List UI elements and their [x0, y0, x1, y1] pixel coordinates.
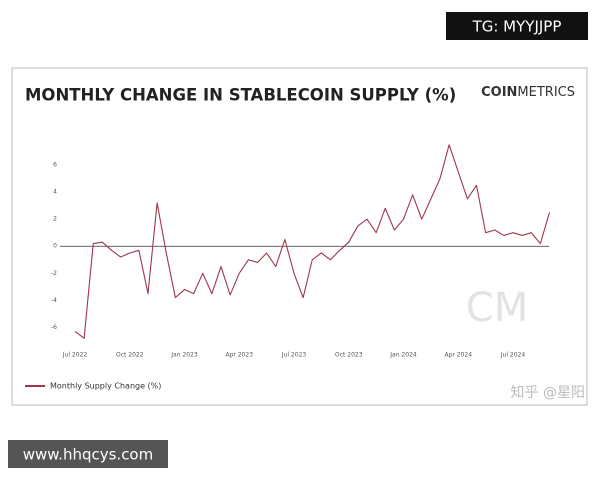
- watermark-corner: 知乎 @星阳: [511, 384, 585, 401]
- x-tick-label: Jan 2023: [170, 352, 198, 359]
- watermark-top: TG: MYYJJPP: [472, 18, 562, 36]
- legend-label: Monthly Supply Change (%): [50, 382, 161, 391]
- y-tick-label: 0: [53, 243, 57, 250]
- x-tick-label: Jul 2023: [281, 352, 307, 359]
- y-tick-label: 6: [53, 162, 57, 169]
- y-tick-label: -4: [51, 297, 57, 304]
- line-series: [74, 144, 551, 339]
- x-tick-label: Apr 2024: [444, 352, 472, 359]
- x-tick-label: Apr 2023: [225, 352, 253, 359]
- x-tick-label: Jul 2024: [500, 352, 526, 359]
- watermark-box: [446, 12, 588, 40]
- chart-title: MONTHLY CHANGE IN STABLECOIN SUPPLY (%): [25, 86, 456, 105]
- chart-card: [11, 67, 588, 406]
- watermark-box: [8, 440, 168, 468]
- plot: -6 -4 -2 0 2 4 6 Jul 2022 Oct 2022 Jan 2023 Apr 20…: [25, 144, 551, 391]
- y-tick-label: 2: [53, 216, 57, 223]
- watermark-bottom: www.hhqcys.com: [23, 446, 153, 464]
- brand-bold: COIN: [481, 85, 517, 100]
- x-tick-label: Jul 2022: [62, 352, 88, 359]
- brand: COINMETRICS: [481, 85, 575, 100]
- brand-light: METRICS: [517, 85, 575, 100]
- x-tick-label: Jan 2024: [389, 352, 417, 359]
- y-tick-label: -2: [51, 270, 57, 277]
- y-tick-label: -6: [51, 324, 57, 331]
- y-tick-label: 4: [53, 189, 57, 196]
- x-tick-label: Oct 2022: [116, 352, 144, 359]
- logo-watermark: CM: [466, 285, 528, 331]
- x-tick-label: Oct 2023: [335, 352, 363, 359]
